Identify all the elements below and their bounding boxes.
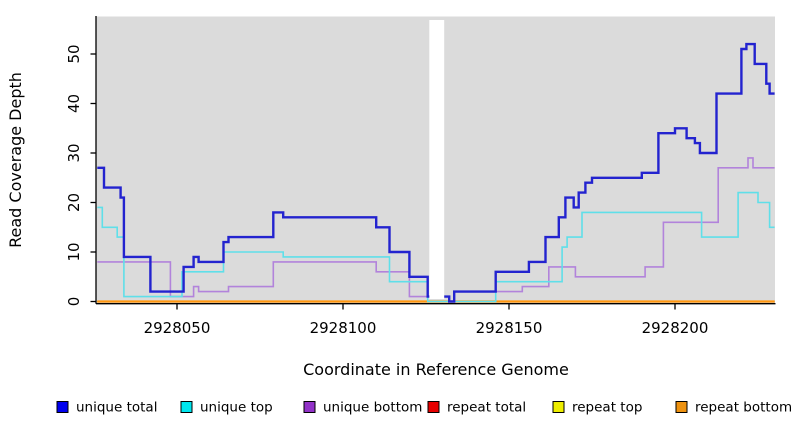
y-axis-title: Read Coverage Depth: [6, 72, 25, 248]
series-unique-total: [97, 42, 775, 303]
x-tick-label: 2928150: [476, 319, 543, 337]
y-tick-label: 0: [65, 297, 83, 307]
legend-swatch-unique-bottom: [303, 401, 316, 413]
legend-label-repeat-bottom: repeat bottom: [695, 400, 792, 416]
x-tick-label: 2928100: [310, 319, 377, 337]
series-lines: [97, 42, 775, 303]
y-tick-label: 30: [65, 143, 83, 162]
legend-label-repeat-total: repeat total: [447, 400, 526, 416]
x-tick-label: 2928050: [144, 319, 211, 337]
legend-label-unique-top: unique top: [200, 400, 273, 416]
y-tick-label: 50: [65, 44, 83, 63]
legend-label-unique-bottom: unique bottom: [323, 400, 422, 416]
coverage-gap: [429, 20, 445, 299]
legend-swatch-unique-top: [180, 401, 193, 413]
legend-label-unique-total: unique total: [76, 400, 157, 416]
series-unique-top: [97, 191, 775, 303]
y-tick-label: 20: [65, 193, 83, 212]
x-axis-title: Coordinate in Reference Genome: [303, 360, 569, 379]
legend-swatch-repeat-total: [427, 401, 440, 413]
y-tick-label: 40: [65, 94, 83, 113]
y-tick-label: 10: [65, 242, 83, 261]
chart-legend: unique total unique top unique bottom repea…: [56, 400, 792, 416]
legend-swatch-repeat-bottom: [675, 401, 688, 413]
legend-label-repeat-top: repeat top: [572, 400, 642, 416]
legend-swatch-repeat-top: [552, 401, 565, 413]
legend-swatch-unique-total: [56, 401, 69, 413]
axes: 0 10 20 30 40 50 2928050 2928100 2928150 2928200: [65, 16, 776, 337]
x-tick-label: 2928200: [642, 319, 709, 337]
